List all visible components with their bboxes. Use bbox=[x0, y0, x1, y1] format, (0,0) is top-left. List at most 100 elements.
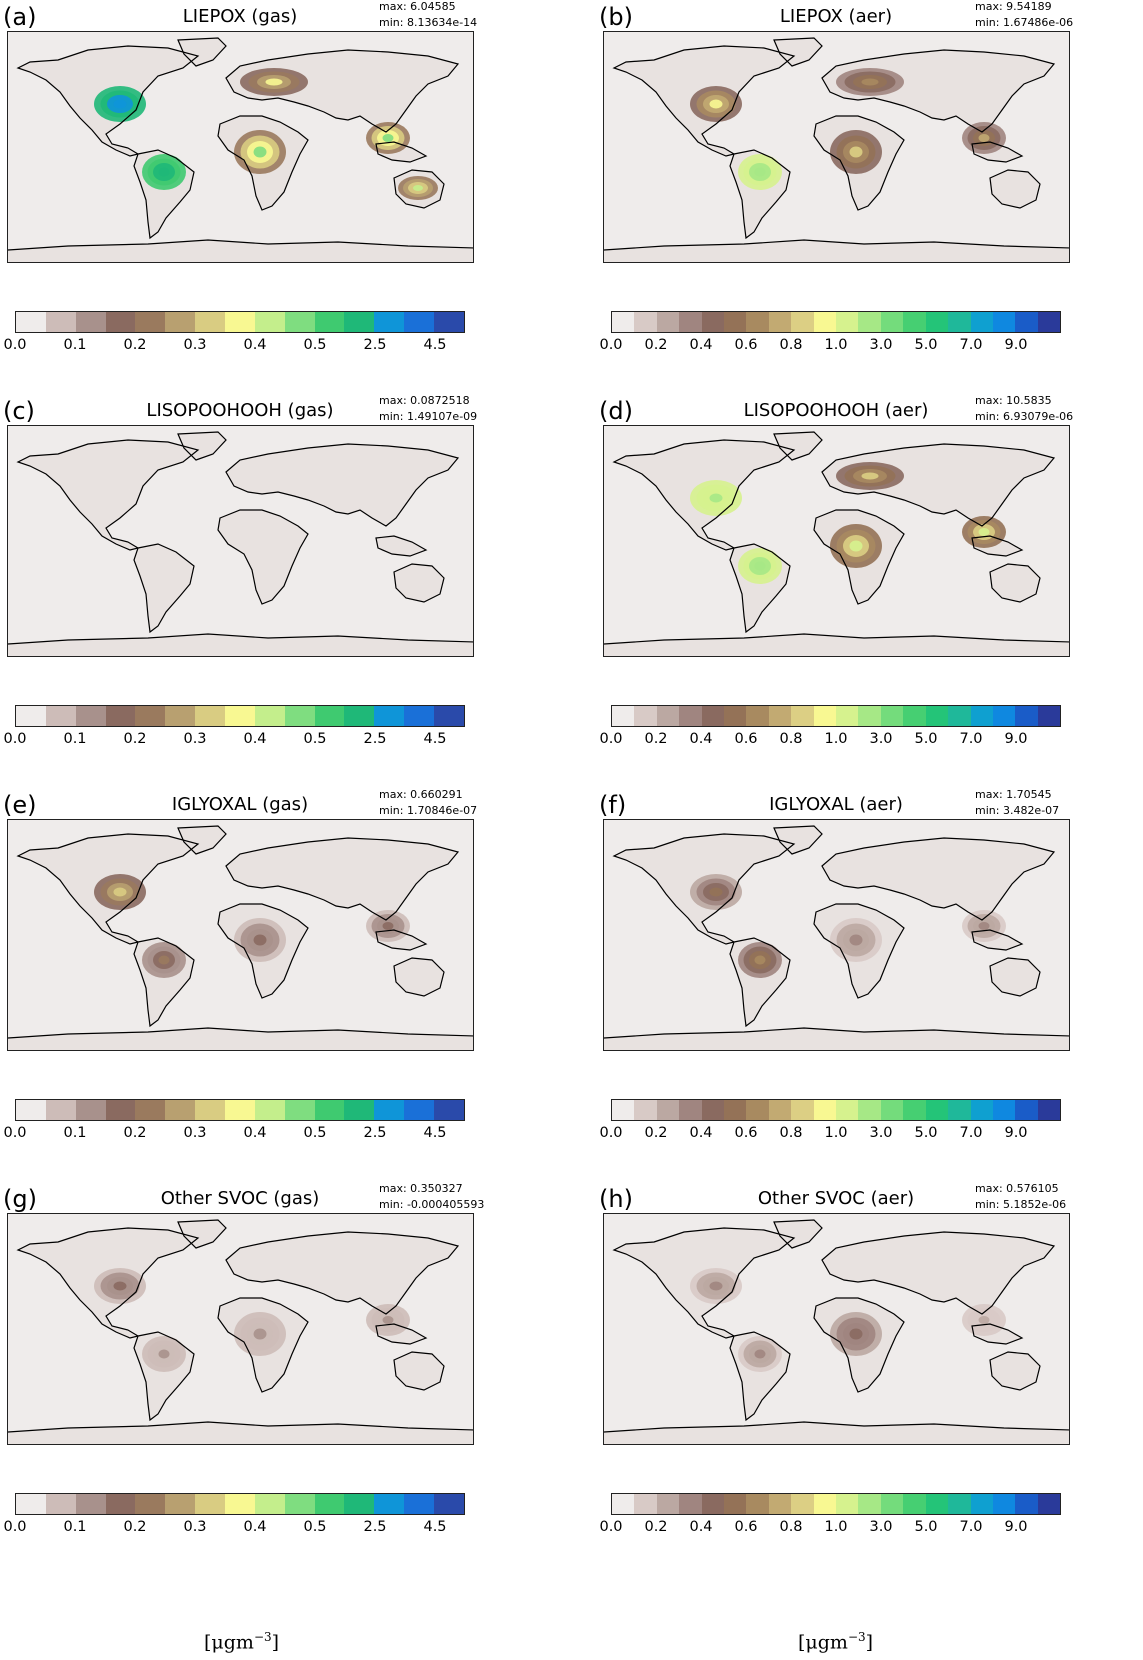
colorbar-tick-label: 0.1 bbox=[63, 337, 87, 353]
colorbar-segment bbox=[284, 706, 315, 726]
colorbar-tick-label: 0.3 bbox=[183, 337, 207, 353]
colorbar-segment bbox=[836, 1494, 859, 1514]
colorbar-segment bbox=[45, 1100, 76, 1120]
colorbar-tick-label: 0.0 bbox=[599, 1125, 623, 1141]
colorbar-segment bbox=[165, 706, 196, 726]
colorbar-tick-label: 0.4 bbox=[689, 731, 713, 747]
map-panel: (b) LIEPOX (aer) max: 9.54189 min: 1.67486e… bbox=[0, 0, 1073, 415]
world-map bbox=[603, 425, 1070, 657]
colorbar-segment bbox=[105, 1100, 136, 1120]
map-panel: (h) Other SVOC (aer) max: 0.576105 min: 5.1… bbox=[0, 0, 1070, 1535]
colorbar-tick-label: 0.4 bbox=[243, 1125, 267, 1141]
coastline-se-asia-islands bbox=[375, 929, 428, 951]
colorbar-segment bbox=[970, 312, 993, 332]
colorbar-segment bbox=[135, 706, 166, 726]
colorbar-segment bbox=[701, 1100, 725, 1120]
colorbar-segment bbox=[768, 1494, 792, 1514]
concentration-europe bbox=[861, 472, 879, 480]
world-map bbox=[603, 31, 1070, 263]
colorbar-tick-label: 1.0 bbox=[824, 731, 848, 747]
colorbar-tick-label: 1.0 bbox=[824, 337, 848, 353]
concentration-amazon bbox=[158, 955, 170, 965]
colorbar bbox=[15, 1493, 465, 1515]
concentration-eastern-us bbox=[709, 1281, 723, 1291]
colorbar-segment bbox=[105, 1494, 136, 1514]
colorbar-segment bbox=[374, 312, 405, 332]
world-map bbox=[603, 1213, 1070, 1445]
colorbar-tick-label: 3.0 bbox=[869, 731, 893, 747]
colorbar-segment bbox=[404, 1100, 435, 1120]
land-antarctica bbox=[604, 1028, 1069, 1050]
colorbar-segment bbox=[948, 1100, 971, 1120]
colorbar-segment bbox=[404, 706, 435, 726]
coastline-antarctica bbox=[8, 1421, 473, 1433]
concentration-amazon bbox=[158, 1349, 170, 1359]
colorbar-segment bbox=[1015, 1100, 1038, 1120]
map-panel: (g) Other SVOC (gas) max: 0.350327 min: -0.… bbox=[0, 0, 571, 1535]
colorbar-segment bbox=[612, 706, 635, 726]
panel-letter: (a) bbox=[3, 3, 37, 31]
coastline-south-america bbox=[133, 149, 195, 240]
max-value: max: 9.54189 bbox=[975, 0, 1052, 13]
colorbar-segment bbox=[925, 1100, 949, 1120]
colorbar-tick-label: 7.0 bbox=[959, 1125, 983, 1141]
colorbar-tick-label: 1.0 bbox=[824, 1519, 848, 1535]
coastline-north-america bbox=[16, 1227, 200, 1339]
coastline-se-asia-islands bbox=[971, 1323, 1024, 1345]
coastline-greenland bbox=[177, 37, 227, 67]
land-greenland bbox=[178, 38, 226, 66]
coastline-north-america bbox=[16, 439, 200, 551]
colorbar-tick-label: 9.0 bbox=[1004, 1125, 1028, 1141]
colorbar-segment bbox=[701, 312, 725, 332]
colorbar-segment bbox=[254, 1494, 285, 1514]
colorbar-segment bbox=[16, 1100, 46, 1120]
colorbar-tick-label: 0.0 bbox=[599, 337, 623, 353]
colorbar-segment bbox=[679, 312, 702, 332]
colorbar-tick-label: 0.5 bbox=[303, 337, 327, 353]
colorbar-segment bbox=[858, 706, 881, 726]
colorbar-segment bbox=[75, 706, 106, 726]
land-antarctica bbox=[8, 1422, 473, 1444]
land-australia bbox=[990, 958, 1040, 996]
colorbar-segment bbox=[105, 706, 136, 726]
colorbar-tick-label: 0.2 bbox=[644, 337, 668, 353]
coastline-europe-asia bbox=[225, 1231, 460, 1315]
colorbar-segment bbox=[404, 312, 435, 332]
coastline-europe-asia bbox=[821, 443, 1056, 527]
colorbar-segment bbox=[970, 706, 993, 726]
world-map bbox=[7, 31, 474, 263]
colorbar-segment bbox=[679, 1100, 702, 1120]
max-value: max: 0.576105 bbox=[975, 1182, 1059, 1195]
colorbar-segment bbox=[165, 312, 196, 332]
coastline-south-america bbox=[729, 937, 791, 1028]
colorbar-tick-label: 9.0 bbox=[1004, 1519, 1028, 1535]
min-value: min: 1.70846e-07 bbox=[379, 804, 478, 817]
colorbar-segment bbox=[724, 1100, 747, 1120]
concentration-eastern-us bbox=[709, 493, 723, 503]
colorbar bbox=[611, 1099, 1061, 1121]
coastline-se-asia-islands bbox=[375, 1323, 428, 1345]
colorbar-tick-label: 5.0 bbox=[914, 1125, 938, 1141]
land-north-america bbox=[18, 440, 198, 550]
concentration-central-africa bbox=[849, 146, 863, 158]
colorbar-segment bbox=[656, 312, 680, 332]
colorbar-segment bbox=[45, 312, 76, 332]
max-value: max: 0.660291 bbox=[379, 788, 463, 801]
coastline-antarctica bbox=[604, 1421, 1069, 1433]
coastline-africa bbox=[813, 1297, 905, 1393]
colorbar-tick-label: 0.4 bbox=[243, 337, 267, 353]
coastline-south-america bbox=[729, 149, 791, 240]
colorbar-segment bbox=[434, 312, 464, 332]
colorbar-segment bbox=[225, 312, 255, 332]
panel-title: LIEPOX (aer) bbox=[779, 6, 893, 27]
coastline-north-america bbox=[16, 833, 200, 945]
colorbar-segment bbox=[75, 1100, 106, 1120]
coastline-antarctica bbox=[8, 633, 473, 645]
colorbar-segment bbox=[948, 706, 971, 726]
map-canvas bbox=[604, 431, 1069, 656]
colorbar-segment bbox=[1015, 706, 1038, 726]
panel-title: IGLYOXAL (gas) bbox=[171, 794, 309, 815]
panel-letter: (h) bbox=[599, 1185, 633, 1213]
colorbar-segment bbox=[701, 706, 725, 726]
colorbar-segment bbox=[195, 1494, 226, 1514]
